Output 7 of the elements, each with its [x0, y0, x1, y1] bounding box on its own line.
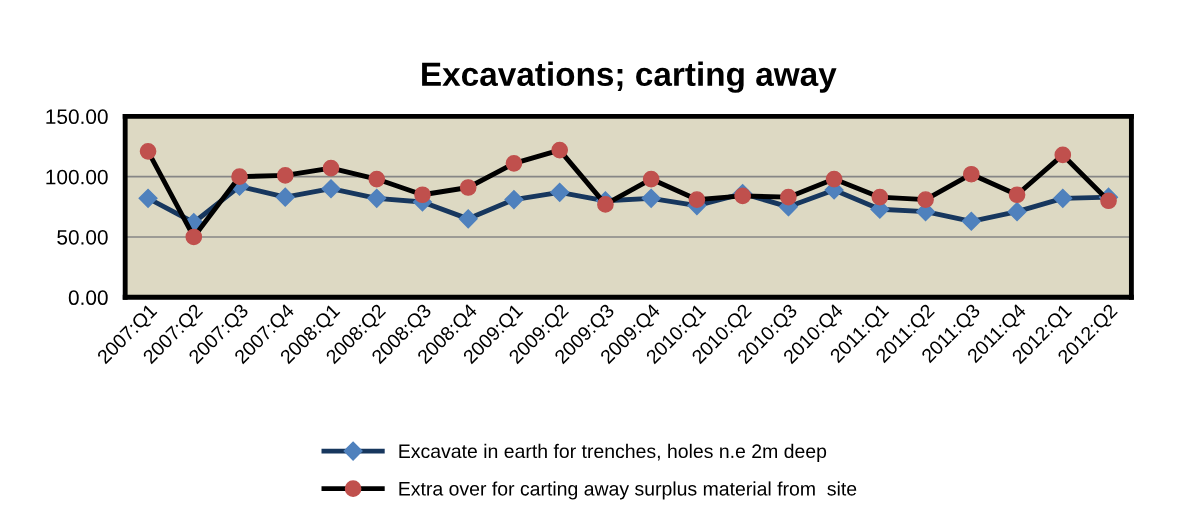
y-tick-label: 150.00: [46, 109, 108, 125]
legend-label: Extra over for carting away surplus material from site: [399, 481, 857, 500]
legend-label: Excavate in earth for trenches, holes n.e 2m deep: [399, 443, 827, 462]
y-tick-label: 50.00: [57, 229, 108, 245]
y-tick-label: 0.00: [68, 290, 108, 306]
chart-title: Excavations; carting away: [422, 61, 837, 93]
y-tick-label: 100.00: [46, 169, 108, 185]
